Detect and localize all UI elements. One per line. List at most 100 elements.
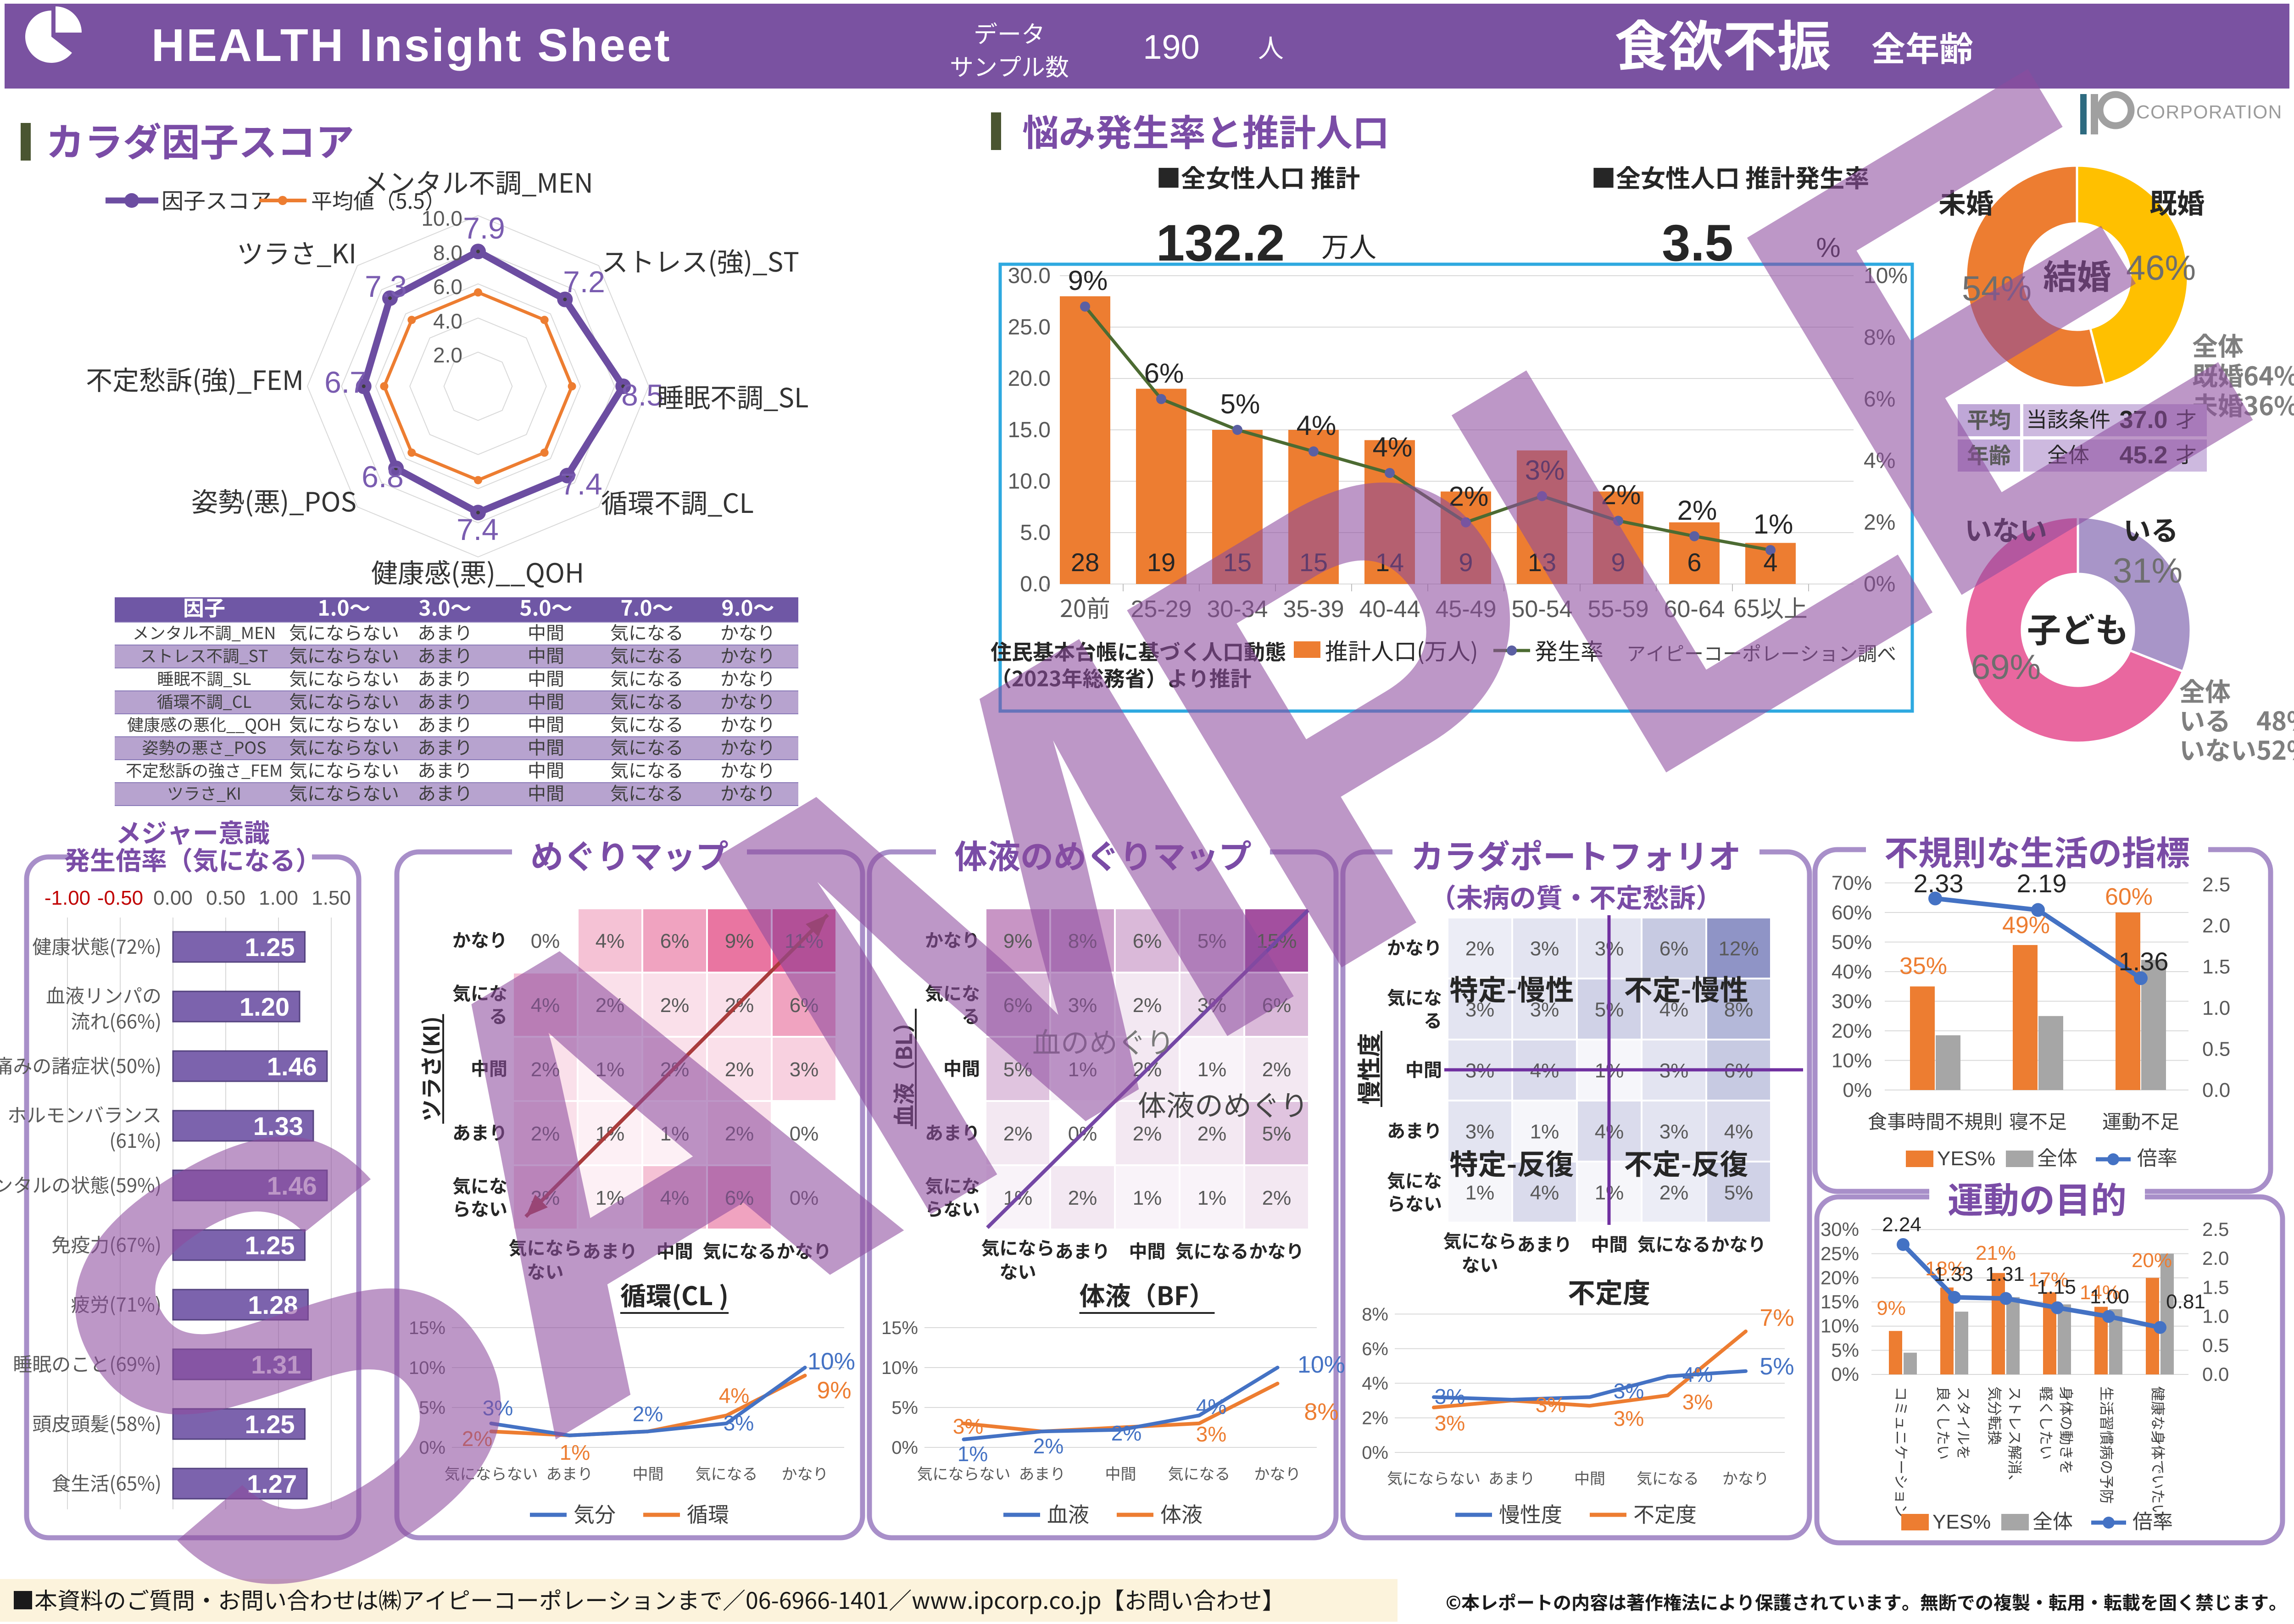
- svg-text:0.0: 0.0: [1020, 572, 1051, 596]
- svg-text:7%: 7%: [1759, 1305, 1794, 1331]
- svg-text:1.50: 1.50: [312, 887, 351, 909]
- svg-text:30-34: 30-34: [1207, 596, 1268, 623]
- svg-text:0.0: 0.0: [2202, 1079, 2230, 1101]
- svg-text:9: 9: [1611, 548, 1625, 577]
- svg-text:2%: 2%: [1197, 1123, 1227, 1145]
- svg-text:1.31: 1.31: [251, 1350, 301, 1379]
- svg-text:1%: 1%: [596, 1187, 625, 1209]
- svg-text:10%: 10%: [1864, 264, 1908, 288]
- svg-text:15%: 15%: [1821, 1291, 1859, 1313]
- svg-text:2.0: 2.0: [2202, 915, 2230, 937]
- svg-text:30%: 30%: [1832, 990, 1872, 1013]
- svg-text:4%: 4%: [596, 930, 625, 952]
- svg-text:10%: 10%: [409, 1358, 445, 1378]
- svg-text:6%: 6%: [1362, 1339, 1388, 1359]
- svg-text:54%: 54%: [1962, 269, 2032, 308]
- svg-text:1%: 1%: [1068, 1058, 1097, 1081]
- svg-text:8%: 8%: [1864, 325, 1895, 350]
- svg-text:46%: 46%: [2126, 249, 2196, 288]
- svg-text:3%: 3%: [1536, 1393, 1566, 1417]
- svg-text:2%: 2%: [531, 1123, 560, 1145]
- svg-text:3%: 3%: [1659, 1121, 1689, 1143]
- svg-text:3%: 3%: [1530, 999, 1559, 1021]
- svg-text:3%: 3%: [1435, 1385, 1465, 1408]
- svg-text:10.0: 10.0: [1008, 469, 1051, 494]
- svg-text:4%: 4%: [1362, 1374, 1388, 1394]
- svg-text:2.0: 2.0: [2202, 1247, 2229, 1269]
- svg-text:3%: 3%: [1614, 1407, 1644, 1430]
- svg-text:0.5: 0.5: [2202, 1335, 2229, 1356]
- svg-text:6%: 6%: [1003, 994, 1033, 1017]
- svg-text:2%: 2%: [531, 1058, 560, 1081]
- svg-text:5%: 5%: [1262, 1123, 1292, 1145]
- svg-text:17%: 17%: [2028, 1268, 2069, 1291]
- svg-text:15: 15: [1223, 548, 1252, 577]
- svg-text:-1.00: -1.00: [45, 887, 90, 909]
- svg-text:10%: 10%: [1821, 1315, 1859, 1337]
- svg-text:2%: 2%: [1449, 481, 1489, 512]
- svg-text:2%: 2%: [1068, 1187, 1097, 1209]
- svg-text:1%: 1%: [1465, 1182, 1495, 1204]
- svg-text:0.81: 0.81: [2166, 1290, 2205, 1313]
- svg-text:60%: 60%: [2105, 884, 2153, 910]
- svg-text:4.0: 4.0: [433, 309, 462, 333]
- svg-text:49%: 49%: [2002, 912, 2050, 939]
- svg-text:5%: 5%: [1831, 1339, 1859, 1361]
- svg-text:3%: 3%: [1068, 994, 1097, 1017]
- svg-text:0%: 0%: [1843, 1079, 1872, 1101]
- svg-text:1%: 1%: [958, 1442, 988, 1466]
- svg-text:0%: 0%: [531, 930, 560, 952]
- svg-text:7.4: 7.4: [560, 467, 602, 501]
- svg-text:2%: 2%: [1133, 994, 1162, 1017]
- svg-text:50-54: 50-54: [1512, 596, 1573, 623]
- svg-text:6%: 6%: [1864, 387, 1895, 412]
- svg-text:5%: 5%: [1759, 1353, 1794, 1380]
- svg-text:1.33: 1.33: [253, 1112, 303, 1140]
- svg-text:37.0: 37.0: [2119, 406, 2167, 434]
- svg-text:20.0: 20.0: [1008, 367, 1051, 391]
- svg-text:18%: 18%: [1925, 1257, 1965, 1280]
- svg-text:2%: 2%: [725, 1058, 754, 1081]
- svg-text:15.0: 15.0: [1008, 418, 1051, 442]
- svg-text:4%: 4%: [660, 1187, 690, 1209]
- svg-text:3%: 3%: [724, 1411, 754, 1435]
- svg-text:2%: 2%: [462, 1427, 492, 1451]
- svg-text:28: 28: [1071, 548, 1099, 577]
- svg-text:1%: 1%: [1197, 1187, 1227, 1209]
- svg-text:3%: 3%: [1682, 1390, 1713, 1414]
- svg-text:1.20: 1.20: [239, 992, 290, 1021]
- svg-text:5%: 5%: [419, 1398, 445, 1418]
- svg-text:1.36: 1.36: [2119, 947, 2169, 976]
- svg-text:1.46: 1.46: [267, 1171, 317, 1200]
- svg-text:8%: 8%: [1304, 1399, 1338, 1425]
- svg-text:1.25: 1.25: [245, 1231, 295, 1260]
- svg-text:1.5: 1.5: [2202, 956, 2230, 978]
- svg-text:YES%: YES%: [1932, 1511, 1991, 1533]
- svg-text:6: 6: [1687, 548, 1701, 577]
- svg-text:5%: 5%: [1724, 1182, 1754, 1204]
- svg-text:30%: 30%: [1821, 1218, 1859, 1240]
- svg-text:40%: 40%: [1832, 961, 1872, 983]
- svg-text:45.2: 45.2: [2119, 441, 2167, 469]
- svg-text:6.8: 6.8: [362, 460, 404, 494]
- svg-text:0%: 0%: [891, 1438, 918, 1458]
- svg-text:5%: 5%: [1003, 1058, 1033, 1081]
- svg-text:4%: 4%: [1196, 1395, 1226, 1418]
- svg-text:3%: 3%: [1465, 1121, 1495, 1143]
- svg-text:60%: 60%: [1832, 901, 1872, 924]
- svg-text:6.7: 6.7: [324, 365, 367, 399]
- svg-text:0%: 0%: [790, 1187, 819, 1209]
- svg-text:YES%: YES%: [1937, 1147, 1995, 1170]
- svg-text:15%: 15%: [409, 1318, 445, 1338]
- svg-text:35%: 35%: [1899, 953, 1947, 979]
- svg-text:9%: 9%: [725, 930, 754, 952]
- svg-text:1.33: 1.33: [1934, 1263, 1973, 1285]
- svg-text:8%: 8%: [1362, 1304, 1388, 1324]
- svg-text:4%: 4%: [719, 1384, 749, 1407]
- svg-text:2%: 2%: [1111, 1421, 1141, 1445]
- svg-text:20%: 20%: [1821, 1267, 1859, 1288]
- svg-text:1%: 1%: [1197, 1058, 1227, 1081]
- svg-text:7.9: 7.9: [463, 211, 505, 245]
- svg-text:4%: 4%: [1724, 1121, 1754, 1143]
- svg-text:3%: 3%: [790, 1058, 819, 1081]
